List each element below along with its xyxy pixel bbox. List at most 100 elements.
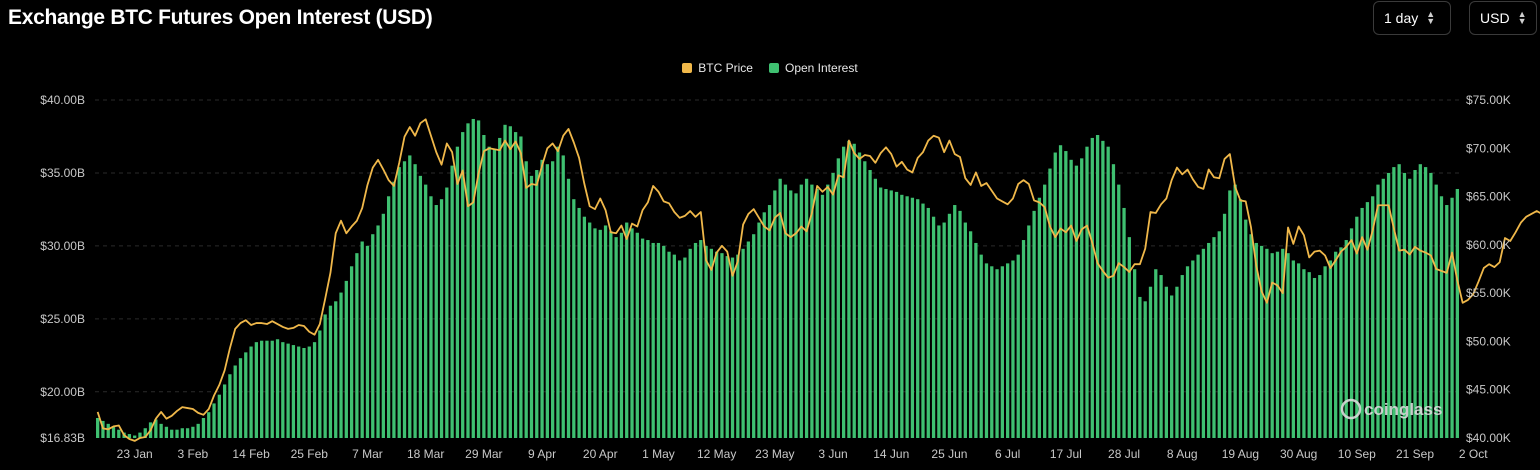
- open-interest-bar: [1275, 251, 1280, 438]
- open-interest-bar: [233, 365, 237, 438]
- open-interest-bar: [725, 256, 729, 438]
- open-interest-bar: [1037, 197, 1042, 438]
- open-interest-bar: [127, 434, 132, 438]
- open-interest-bar: [535, 170, 539, 438]
- open-interest-bar: [942, 222, 946, 438]
- open-interest-bar: [365, 245, 370, 438]
- x-tick-label: 1 May: [642, 447, 675, 461]
- open-interest-bar: [688, 248, 692, 438]
- open-interest-bar: [185, 428, 190, 438]
- open-interest-bar: [598, 229, 602, 438]
- open-interest-bar: [1058, 145, 1063, 438]
- open-interest-bar: [1349, 228, 1354, 438]
- watermark-text: coinglass: [1364, 400, 1442, 419]
- open-interest-bar: [572, 199, 576, 438]
- open-interest-bar: [307, 346, 311, 438]
- open-interest-bar: [556, 146, 560, 438]
- open-interest-bar: [566, 178, 571, 438]
- open-interest-bar: [275, 339, 280, 438]
- page-title: Exchange BTC Futures Open Interest (USD): [8, 6, 433, 29]
- open-interest-bar: [619, 232, 624, 438]
- open-interest-bar: [339, 292, 343, 438]
- x-tick-label: 3 Jun: [818, 447, 847, 461]
- open-interest-bar: [757, 222, 761, 438]
- left-tick-label: $35.00B: [40, 166, 85, 180]
- open-interest-bar: [593, 228, 597, 438]
- open-interest-bar: [1021, 240, 1026, 438]
- open-interest-bar: [773, 190, 777, 438]
- open-interest-bar: [265, 340, 269, 438]
- open-interest-bar: [1180, 275, 1184, 438]
- currency-select[interactable]: USD ▲ ▼: [1469, 1, 1537, 35]
- legend-item-price[interactable]: BTC Price: [682, 61, 753, 75]
- open-interest-bar: [355, 253, 359, 438]
- open-interest-bar: [201, 418, 206, 438]
- open-interest-bar: [1080, 158, 1084, 438]
- open-interest-bar: [1148, 286, 1153, 438]
- right-tick-label: $50.00K: [1466, 334, 1511, 348]
- legend-price-label: BTC Price: [698, 61, 753, 75]
- x-tick-label: 7 Mar: [352, 447, 383, 461]
- open-interest-bar: [1191, 260, 1195, 438]
- open-interest-bar: [1085, 146, 1089, 438]
- open-interest-bar: [635, 232, 639, 438]
- open-interest-bar: [974, 242, 978, 438]
- open-interest-bar: [524, 161, 528, 438]
- legend-item-open-interest[interactable]: Open Interest: [768, 61, 858, 75]
- open-interest-bar: [667, 251, 671, 438]
- left-tick-label: $30.00B: [40, 239, 85, 253]
- open-interest-bar: [487, 146, 491, 438]
- open-interest-bar: [408, 155, 412, 438]
- open-interest-bar: [1312, 277, 1317, 438]
- open-interest-bar: [170, 429, 174, 438]
- open-interest-bar: [513, 132, 518, 438]
- open-interest-bar: [1381, 178, 1385, 438]
- open-interest-bar: [101, 420, 105, 438]
- open-interest-bar: [857, 152, 862, 438]
- open-interest-bar: [926, 207, 930, 438]
- open-interest-bar: [1011, 260, 1015, 438]
- open-interest-bar: [1043, 184, 1047, 438]
- open-interest-bar: [291, 345, 296, 438]
- open-interest-bar: [662, 245, 666, 438]
- open-interest-bar: [656, 242, 661, 438]
- x-tick-label: 30 Aug: [1280, 447, 1317, 461]
- open-interest-bar: [196, 423, 200, 438]
- open-interest-bar: [217, 394, 221, 438]
- right-tick-label: $70.00K: [1466, 141, 1511, 155]
- open-interest-bar: [318, 330, 322, 438]
- open-interest-bar: [1445, 205, 1449, 438]
- open-interest-bar: [1328, 260, 1333, 438]
- open-interest-bar: [1296, 263, 1301, 438]
- open-interest-bar: [1138, 296, 1142, 438]
- open-interest-bar: [1222, 213, 1227, 438]
- open-interest-bar: [968, 231, 973, 438]
- open-interest-bar: [836, 158, 840, 438]
- open-interest-bar: [312, 342, 317, 438]
- open-interest-bar: [461, 132, 465, 438]
- open-interest-bar: [630, 228, 634, 438]
- open-interest-bar: [1027, 225, 1031, 438]
- open-interest-bar: [551, 161, 555, 438]
- open-interest-bar: [958, 210, 962, 438]
- open-interest-bar: [1053, 152, 1057, 438]
- open-interest-bar: [1090, 137, 1094, 438]
- interval-select[interactable]: 1 day ▲ ▼: [1373, 1, 1451, 35]
- currency-value: USD: [1480, 10, 1510, 26]
- open-interest-bar: [804, 178, 809, 438]
- open-interest-bar: [482, 135, 486, 438]
- grid-lines: [95, 99, 1460, 393]
- open-interest-bar: [1360, 207, 1364, 438]
- open-interest-bar: [540, 159, 544, 438]
- open-interest-bar: [117, 429, 121, 438]
- x-tick-label: 3 Feb: [178, 447, 209, 461]
- open-interest-bar: [1217, 231, 1221, 438]
- open-interest-bar: [720, 253, 724, 438]
- open-interest-bar: [799, 184, 803, 438]
- open-interest-bar: [445, 187, 449, 438]
- open-interest-bar: [328, 305, 333, 438]
- open-interest-bar: [730, 257, 735, 438]
- open-interest-bar: [1101, 140, 1105, 438]
- open-interest-bar: [434, 205, 438, 438]
